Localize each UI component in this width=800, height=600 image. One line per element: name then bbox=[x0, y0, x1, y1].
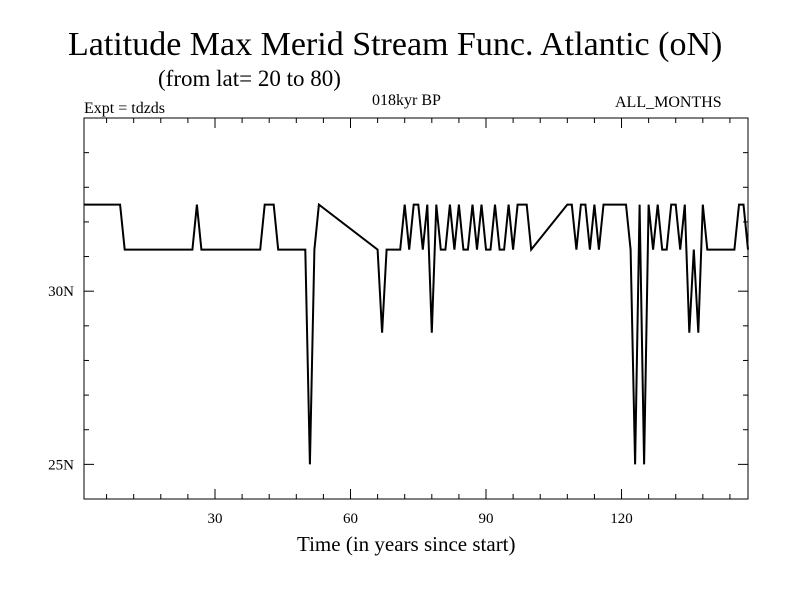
chart-subtitle: (from lat= 20 to 80) bbox=[158, 66, 341, 91]
series-line bbox=[84, 202, 749, 465]
x-tick-label: 90 bbox=[479, 511, 494, 527]
experiment-label: Expt = tdzds bbox=[84, 100, 166, 117]
y-tick-label: 30N bbox=[48, 284, 74, 300]
chart-title: Latitude Max Merid Stream Func. Atlantic… bbox=[68, 26, 723, 63]
axis-ticks bbox=[84, 118, 748, 499]
period-label: 018kyr BP bbox=[372, 92, 441, 109]
x-tick-label: 120 bbox=[610, 511, 633, 527]
x-axis-label: Time (in years since start) bbox=[297, 532, 516, 556]
months-label: ALL_MONTHS bbox=[615, 94, 722, 111]
plot-frame bbox=[83, 117, 749, 500]
axis-tick-labels: 30 60 90 120 25N 30N bbox=[48, 284, 633, 527]
y-tick-label: 25N bbox=[48, 457, 74, 473]
x-tick-label: 60 bbox=[343, 511, 358, 527]
x-tick-label: 30 bbox=[207, 511, 222, 527]
series-layer bbox=[84, 202, 749, 465]
